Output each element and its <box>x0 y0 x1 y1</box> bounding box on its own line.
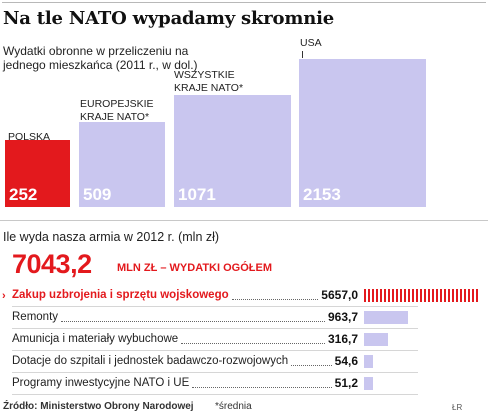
row-value: 316,7 <box>327 332 358 346</box>
row-bar <box>364 377 373 390</box>
row-value: 5657,0 <box>321 288 358 302</box>
row-leader-dots <box>291 365 332 366</box>
top-rule <box>2 2 486 3</box>
row-leader-dots <box>232 299 318 300</box>
row-leader-dots <box>192 387 332 388</box>
chart-title: Na tle NATO wypadamy skromnie <box>3 8 334 29</box>
spending-row-remonty: Remonty 963,7 <box>0 307 488 329</box>
bar-wszystkie <box>174 95 291 207</box>
spending-row-zakup: › Zakup uzbrojenia i sprzętu wojskowego … <box>0 285 488 307</box>
spending-row-programy: Programy inwestycyjne NATO i UE 51,2 <box>0 373 488 395</box>
row-leader-dots <box>61 321 325 322</box>
row-label: Amunicja i materiały wybuchowe <box>12 333 179 345</box>
source-note: Źródło: Ministerstwo Obrony Narodowej <box>3 401 194 412</box>
row-bar <box>364 289 480 302</box>
bar-label-europejskie: EUROPEJSKIE KRAJE NATO* <box>80 98 154 123</box>
row-label: Zakup uzbrojenia i sprzętu wojskowego <box>12 289 229 301</box>
row-separator <box>12 372 418 373</box>
author-initials: ŁR <box>452 403 463 412</box>
row-separator <box>12 350 418 351</box>
bar-value-usa: 2153 <box>303 185 341 204</box>
row-label: Dotacje do szpitali i jednostek badawczo… <box>12 355 289 367</box>
row-value: 54,6 <box>334 354 358 368</box>
spending-row-dotacje: Dotacje do szpitali i jednostek badawczo… <box>0 351 488 373</box>
bar-usa <box>299 59 426 207</box>
spending-row-amunicja: Amunicja i materiały wybuchowe 316,7 <box>0 329 488 351</box>
row-separator <box>12 328 418 329</box>
bar-value-europejskie: 509 <box>83 185 112 204</box>
spending-title: Ile wyda nasza armia w 2012 r. (mln zł) <box>3 230 220 244</box>
row-value: 963,7 <box>327 310 358 324</box>
chart-subtitle: Wydatki obronne w przeliczeniu na jedneg… <box>3 44 198 72</box>
bar-polska <box>5 140 70 207</box>
row-bar <box>364 333 388 346</box>
bar-europejskie <box>79 122 165 207</box>
bar-arrow-usa <box>302 51 303 58</box>
row-label: Remonty <box>12 311 59 323</box>
row-bar <box>364 311 408 324</box>
row-value: 51,2 <box>334 376 358 390</box>
row-label: Programy inwestycyjne NATO i UE <box>12 377 190 389</box>
highlight-marker: › <box>2 290 6 302</box>
bar-value-wszystkie: 1071 <box>178 185 216 204</box>
section-divider <box>0 220 488 221</box>
row-bar <box>364 355 373 368</box>
row-separator <box>12 306 418 307</box>
row-leader-dots <box>181 343 325 344</box>
footnote: *średnia <box>215 401 252 412</box>
bar-label-wszystkie: WSZYSTKIE KRAJE NATO* <box>174 69 244 94</box>
row-separator <box>12 394 418 395</box>
total-label: MLN ZŁ – WYDATKI OGÓŁEM <box>117 262 273 274</box>
total-value: 7043,2 <box>12 249 92 279</box>
bar-label-usa: USA <box>300 37 322 49</box>
bar-value-polska: 252 <box>9 185 38 204</box>
